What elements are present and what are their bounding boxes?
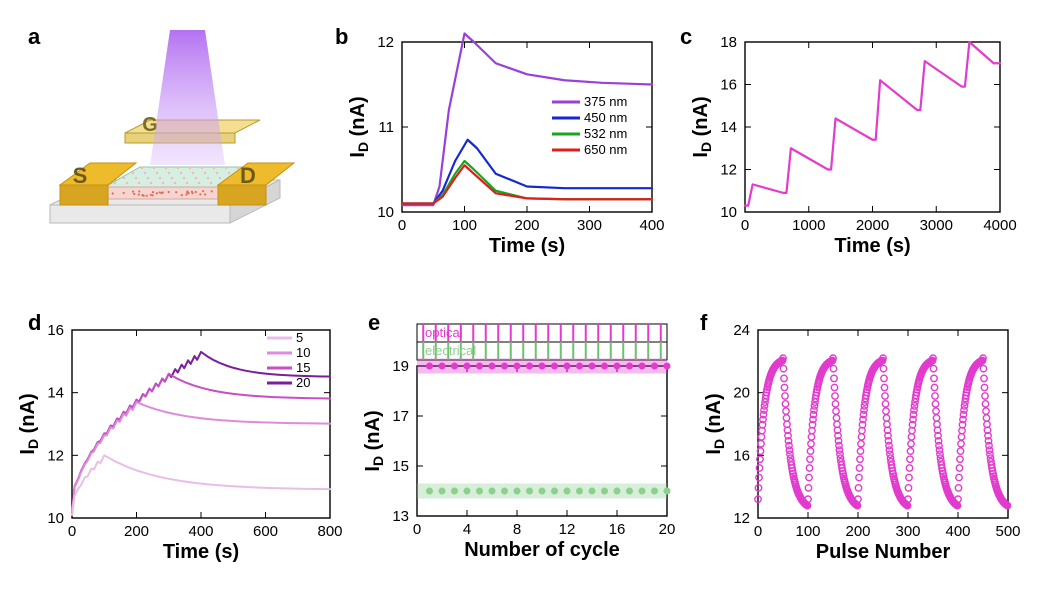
svg-text:0: 0	[398, 217, 406, 234]
svg-text:Pulse Number: Pulse Number	[816, 541, 951, 563]
panel-b-svg: 0 100 200 300 400 10 11 12 Time (s) ID (nA) 375 nm…	[340, 30, 670, 270]
panel-a-svg: SDG	[30, 35, 300, 260]
panel-f-svg: 0 100 200 300 400 500 12 16 20 24 Pulse Number ID (…	[700, 318, 1025, 578]
svg-text:ID (nA): ID (nA)	[17, 393, 41, 454]
svg-text:1000: 1000	[792, 217, 825, 234]
svg-text:300: 300	[895, 523, 920, 540]
svg-text:10: 10	[720, 204, 737, 221]
svg-text:15: 15	[296, 360, 310, 375]
svg-text:ID (nA): ID (nA)	[703, 393, 727, 454]
svg-text:S: S	[73, 163, 88, 188]
svg-text:600: 600	[253, 523, 278, 540]
svg-text:10: 10	[377, 204, 394, 221]
svg-text:12: 12	[47, 447, 64, 464]
svg-text:10: 10	[296, 345, 310, 360]
svg-text:0: 0	[741, 217, 749, 234]
svg-text:Time (s): Time (s)	[489, 235, 565, 257]
svg-text:15: 15	[392, 458, 409, 475]
svg-text:5: 5	[296, 330, 303, 345]
svg-text:optical: optical	[425, 325, 463, 340]
svg-text:10: 10	[47, 510, 64, 527]
svg-text:16: 16	[720, 77, 737, 94]
svg-text:20: 20	[659, 521, 676, 538]
svg-text:300: 300	[577, 217, 602, 234]
svg-text:18: 18	[720, 34, 737, 51]
svg-text:12: 12	[720, 162, 737, 179]
svg-text:Time (s): Time (s)	[834, 235, 910, 257]
svg-text:0: 0	[68, 523, 76, 540]
svg-text:650 nm: 650 nm	[584, 142, 627, 157]
svg-text:100: 100	[452, 217, 477, 234]
svg-text:ID (nA): ID (nA)	[690, 96, 714, 157]
svg-text:16: 16	[733, 447, 750, 464]
panel-e-svg: optical electrical 0 4 8 12 16 20 13 15 17 19 Number…	[355, 318, 685, 578]
svg-text:12: 12	[377, 34, 394, 51]
panel-d-svg: 020040060080010121416Time (s)ID (nA)5101…	[10, 318, 350, 578]
svg-text:200: 200	[124, 523, 149, 540]
svg-text:0: 0	[754, 523, 762, 540]
svg-text:200: 200	[514, 217, 539, 234]
svg-text:D: D	[240, 163, 256, 188]
svg-text:16: 16	[47, 322, 64, 339]
svg-text:0: 0	[413, 521, 421, 538]
svg-text:375 nm: 375 nm	[584, 94, 627, 109]
figure-root: a b c d e f SDG 0100200300400101112Time …	[0, 0, 1037, 605]
svg-text:2000: 2000	[856, 217, 889, 234]
svg-text:4000: 4000	[983, 217, 1016, 234]
svg-text:200: 200	[845, 523, 870, 540]
svg-text:400: 400	[639, 217, 664, 234]
svg-text:800: 800	[317, 523, 342, 540]
svg-text:532 nm: 532 nm	[584, 126, 627, 141]
svg-text:20: 20	[733, 385, 750, 402]
svg-text:400: 400	[188, 523, 213, 540]
svg-text:11: 11	[378, 119, 394, 136]
svg-text:14: 14	[720, 119, 737, 136]
svg-text:16: 16	[609, 521, 626, 538]
svg-text:8: 8	[513, 521, 521, 538]
svg-text:19: 19	[392, 358, 409, 375]
svg-text:100: 100	[795, 523, 820, 540]
svg-text:3000: 3000	[920, 217, 953, 234]
svg-text:electrical: electrical	[425, 343, 476, 358]
svg-text:4: 4	[463, 521, 471, 538]
svg-text:14: 14	[47, 385, 64, 402]
svg-text:20: 20	[296, 375, 310, 390]
panel-c-svg: 0 1000 2000 3000 4000 10 12 14 16 18 Time (s) ID (n…	[685, 30, 1020, 270]
svg-text:12: 12	[559, 521, 576, 538]
svg-text:ID (nA): ID (nA)	[362, 410, 386, 471]
svg-text:24: 24	[733, 322, 750, 339]
svg-text:Time (s): Time (s)	[163, 541, 239, 563]
svg-text:450 nm: 450 nm	[584, 110, 627, 125]
svg-text:Number of cycle: Number of cycle	[464, 539, 620, 561]
svg-text:17: 17	[392, 408, 409, 425]
svg-text:400: 400	[945, 523, 970, 540]
svg-text:ID (nA): ID (nA)	[347, 96, 371, 157]
svg-text:12: 12	[733, 510, 750, 527]
svg-text:500: 500	[995, 523, 1020, 540]
svg-text:13: 13	[392, 508, 409, 525]
